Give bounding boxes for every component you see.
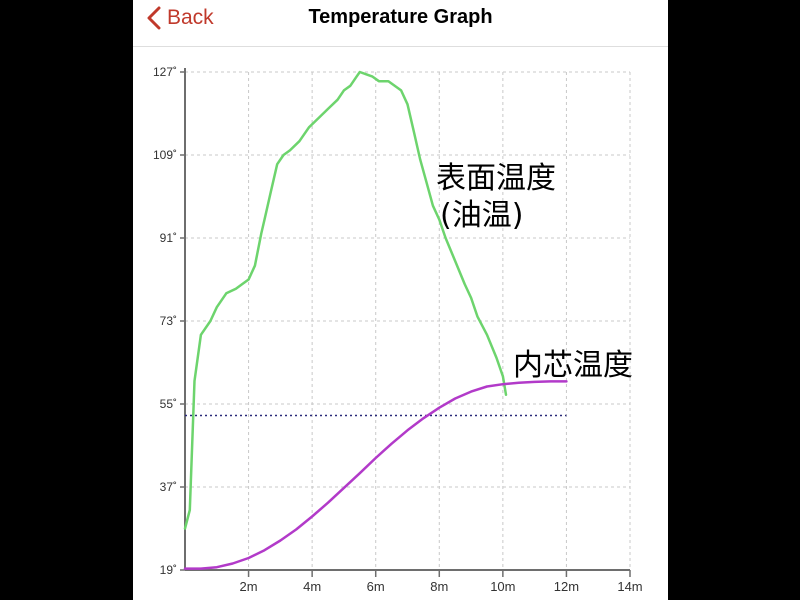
y-tick-label: 109˚	[153, 148, 177, 162]
x-tick-label: 12m	[554, 579, 579, 594]
back-label: Back	[167, 6, 214, 29]
series-line-core	[183, 380, 568, 570]
oil-temperature-annotation: (油温)	[440, 198, 524, 233]
series-line-surface	[183, 70, 508, 530]
x-tick-label: 8m	[430, 579, 448, 594]
surface-temperature-annotation: 表面温度	[436, 161, 556, 196]
x-tick-label: 10m	[490, 579, 515, 594]
x-tick-label: 14m	[617, 579, 642, 594]
page-title: Temperature Graph	[308, 6, 493, 28]
chevron-left-icon	[147, 6, 161, 30]
y-tick-label: 91˚	[160, 231, 177, 245]
y-tick-label: 73˚	[160, 314, 177, 328]
y-tick-label: 19˚	[160, 563, 177, 577]
y-tick-label: 55˚	[160, 397, 177, 411]
temperature-chart: 2m 4m 6m 8m 10m 12m 14m 19˚ 37˚ 55˚ 73˚ 91˚ 109˚ 127˚	[153, 65, 643, 594]
y-tick-label: 37˚	[160, 480, 177, 494]
phone-screen: Back Temperature Graph 2m 4m 6m 8m 10m 12m 14m…	[133, 0, 668, 600]
back-button[interactable]: Back	[147, 4, 214, 32]
x-tick-label: 2m	[240, 579, 258, 594]
core-temperature-annotation: 内芯温度	[513, 348, 633, 383]
y-tick-label: 127˚	[153, 65, 177, 79]
navigation-bar: Back Temperature Graph	[133, 0, 668, 47]
x-tick-label: 4m	[303, 579, 321, 594]
x-tick-label: 6m	[367, 579, 385, 594]
